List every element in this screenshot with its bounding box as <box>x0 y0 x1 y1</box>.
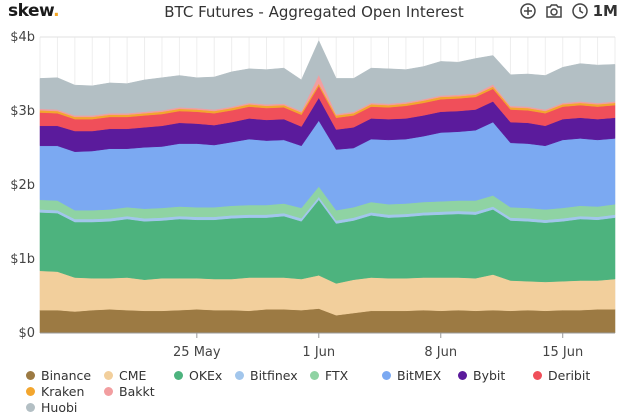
legend-swatch <box>458 370 467 380</box>
camera-icon[interactable] <box>545 2 563 20</box>
legend-swatch <box>104 370 113 380</box>
legend-swatch <box>382 370 391 380</box>
legend-row: Kraken Bakkt <box>26 383 626 399</box>
y-tick-label: $2b <box>10 178 35 193</box>
legend-item-bybit[interactable]: Bybit <box>458 368 505 383</box>
legend-item-bitmex[interactable]: BitMEX <box>382 368 441 383</box>
x-tick-label: 15 Jun <box>542 345 583 360</box>
legend-item-bakkt[interactable]: Bakkt <box>104 384 155 399</box>
x-tick-label: 1 Jun <box>302 345 335 360</box>
clock-icon[interactable] <box>571 2 589 20</box>
legend-swatch <box>26 402 35 412</box>
legend-label: BitMEX <box>397 367 442 383</box>
legend-item-huobi[interactable]: Huobi <box>26 400 77 415</box>
zoom-in-icon[interactable] <box>519 2 537 20</box>
time-range-selector[interactable]: 1M <box>592 2 618 20</box>
legend-label: Bybit <box>473 367 506 383</box>
legend-item-deribit[interactable]: Deribit <box>533 368 590 383</box>
y-tick-label: $4b <box>10 30 35 45</box>
y-tick-label: $3b <box>10 104 35 119</box>
x-tick-label: 25 May <box>173 345 221 360</box>
stacked-areas <box>39 40 616 334</box>
legend-label: Kraken <box>41 383 85 399</box>
legend-label: CME <box>119 367 147 383</box>
area-huobi[interactable] <box>39 40 616 116</box>
legend-row: Binance CME OKEx Bitfinex FTX BitMEX Bybit Deri… <box>26 367 626 383</box>
legend-item-cme[interactable]: CME <box>104 368 146 383</box>
legend-label: FTX <box>325 367 349 383</box>
chart-toolbar: 1M <box>519 2 618 20</box>
legend-label: Huobi <box>41 399 78 415</box>
legend-swatch <box>174 370 183 380</box>
legend-swatch <box>533 370 542 380</box>
legend-swatch <box>26 386 35 396</box>
legend-label: Deribit <box>548 367 591 383</box>
legend-label: Binance <box>41 367 92 383</box>
legend-item-ftx[interactable]: FTX <box>310 368 348 383</box>
legend-item-binance[interactable]: Binance <box>26 368 91 383</box>
skew-logo[interactable]: skew. <box>8 1 60 21</box>
chart-title: BTC Futures - Aggregated Open Interest <box>164 3 464 21</box>
open-interest-chart: $0 $1b $2b $3b $4b 25 May 1 Jun 8 Jun 15 Jun <box>10 30 616 360</box>
axes: $0 $1b $2b $3b $4b 25 May 1 Jun 8 Jun 15 Jun <box>10 30 615 360</box>
legend-item-kraken[interactable]: Kraken <box>26 384 84 399</box>
chart-legend: Binance CME OKEx Bitfinex FTX BitMEX Bybit Deri… <box>26 367 626 415</box>
legend-swatch <box>104 386 113 396</box>
legend-swatch <box>235 370 244 380</box>
area-binance[interactable] <box>39 308 616 334</box>
legend-swatch <box>26 370 35 380</box>
y-tick-label: $1b <box>10 252 35 267</box>
legend-label: OKEx <box>189 367 223 383</box>
legend-label: Bakkt <box>119 383 155 399</box>
legend-label: Bitfinex <box>250 367 298 383</box>
legend-item-bitfinex[interactable]: Bitfinex <box>235 368 298 383</box>
legend-item-okex[interactable]: OKEx <box>174 368 222 383</box>
legend-swatch <box>310 370 319 380</box>
y-tick-label: $0 <box>18 326 35 341</box>
legend-row: Huobi <box>26 399 626 415</box>
x-tick-label: 8 Jun <box>424 345 457 360</box>
